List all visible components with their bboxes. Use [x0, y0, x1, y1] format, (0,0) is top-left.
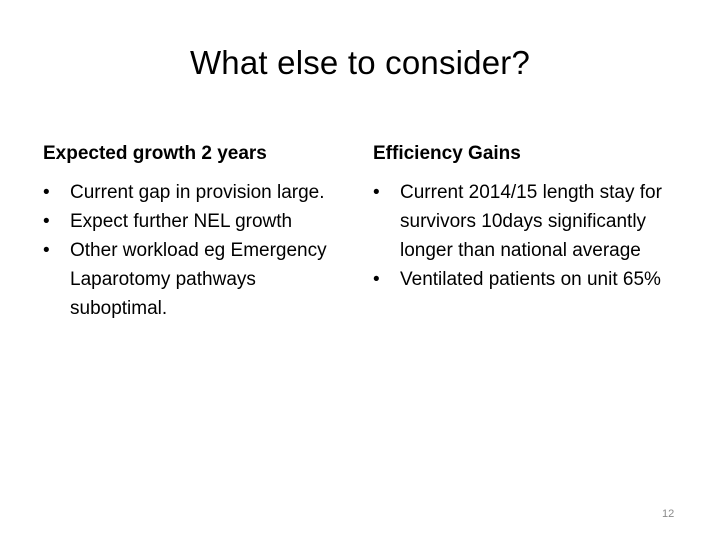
bullet-text: Current gap in provision large. [70, 182, 325, 203]
bullet-item: • Ventilated patients on unit 65% [373, 265, 693, 294]
bullet-item: • Current gap in provision large. [43, 178, 343, 207]
bullet-item: • Other workload eg Emergency Laparotomy… [43, 236, 343, 323]
page-number: 12 [662, 508, 675, 520]
left-bullet-list: • Current gap in provision large. • Expe… [43, 178, 343, 323]
bullet-text: Ventilated patients on unit 65% [400, 269, 661, 290]
bullet-text: Expect further NEL growth [70, 211, 293, 232]
bullet-icon: • [43, 182, 50, 203]
right-column-heading: Efficiency Gains [373, 143, 521, 164]
right-column: Efficiency Gains • Current 2014/15 lengt… [373, 140, 693, 294]
bullet-item: • Expect further NEL growth [43, 207, 343, 236]
bullet-item: • Current 2014/15 length stay for surviv… [373, 178, 693, 265]
bullet-icon: • [43, 240, 50, 261]
bullet-icon: • [373, 182, 380, 203]
bullet-text: Current 2014/15 length stay for survivor… [400, 182, 662, 261]
slide-title: What else to consider? [189, 44, 531, 81]
left-column: Expected growth 2 years • Current gap in… [43, 140, 343, 323]
bullet-text: Other workload eg Emergency Laparotomy p… [70, 240, 327, 319]
left-column-heading: Expected growth 2 years [43, 143, 267, 164]
right-bullet-list: • Current 2014/15 length stay for surviv… [373, 178, 693, 294]
bullet-icon: • [373, 269, 380, 290]
bullet-icon: • [43, 211, 50, 232]
